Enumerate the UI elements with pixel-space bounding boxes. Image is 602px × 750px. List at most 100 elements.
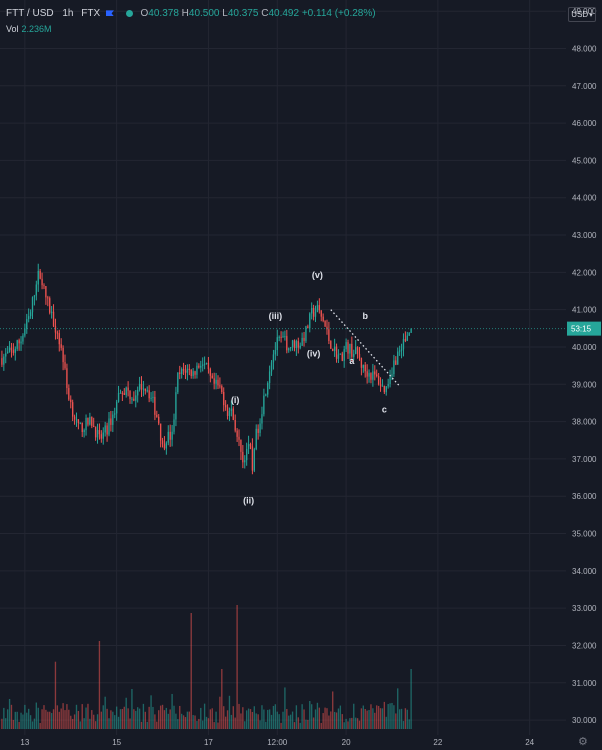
volume-bar <box>180 713 183 729</box>
volume-bar <box>364 708 366 729</box>
volume-bar <box>91 710 93 729</box>
volume-bar <box>75 704 78 729</box>
candle-body <box>43 285 45 287</box>
symbol-name[interactable]: FTT / USD <box>6 8 54 19</box>
candle-body <box>368 373 370 377</box>
volume-bar <box>146 721 148 729</box>
candle-body <box>404 339 407 341</box>
volume-bar <box>257 714 259 729</box>
candle-body <box>60 344 62 348</box>
volume-bar <box>6 709 9 729</box>
volume-bar <box>10 704 13 729</box>
volume-bar <box>362 705 364 729</box>
volume-bar <box>43 705 45 729</box>
candle-body <box>190 369 192 376</box>
candle-body <box>41 278 43 286</box>
volume-bar <box>288 715 290 729</box>
high-value: 40.500 <box>188 8 220 19</box>
volume-bar <box>311 704 313 729</box>
volume-bar <box>370 704 372 729</box>
volume-bar <box>119 709 122 729</box>
volume-bar <box>263 709 265 729</box>
currency-button[interactable]: USD <box>568 7 596 22</box>
last-price-marker: 53:15 <box>0 321 601 336</box>
volume-bar <box>121 709 124 729</box>
volume-bar <box>259 720 261 729</box>
volume-bar <box>397 688 399 729</box>
candle-body <box>8 347 11 352</box>
candle-body <box>282 336 284 338</box>
volume-bar <box>337 708 340 729</box>
candle-body <box>66 368 68 389</box>
candle-body <box>135 395 137 401</box>
candle-body <box>353 353 355 357</box>
volume-bar <box>385 716 387 729</box>
candle-body <box>140 383 143 390</box>
candle-body <box>180 369 183 374</box>
candle-body <box>291 340 294 348</box>
candle-body <box>1 358 3 365</box>
interval[interactable]: 1h <box>62 8 74 19</box>
volume-bar <box>240 713 242 729</box>
volume-bar <box>219 696 221 729</box>
exchange: FTX <box>81 8 101 19</box>
candle-body <box>335 346 338 359</box>
volume-bar <box>196 721 198 729</box>
volume-bar <box>207 718 210 729</box>
candle-body <box>259 423 261 433</box>
candle-body <box>268 371 271 384</box>
candle-body <box>330 340 332 349</box>
candle-body <box>188 368 190 370</box>
volume-bar <box>410 669 412 729</box>
volume-bar <box>161 704 164 729</box>
candle-body <box>62 347 64 363</box>
volume-bars <box>1 605 412 729</box>
candle-body <box>110 418 112 425</box>
candle-body <box>16 340 18 349</box>
candle-body <box>131 398 133 400</box>
volume-bar <box>24 704 26 729</box>
volume-bar <box>326 708 328 729</box>
candle-body <box>14 348 16 353</box>
volume-bar <box>117 716 120 729</box>
volume-bar <box>282 711 284 729</box>
volume-bar <box>98 641 101 729</box>
candle-body <box>39 270 41 279</box>
volume-bar <box>312 717 315 729</box>
wave-label: b <box>362 311 368 321</box>
volume-bar <box>96 714 99 729</box>
price-tick-label: 40.000 <box>572 343 597 352</box>
volume-label: Vol <box>6 24 19 34</box>
volume-legend: Vol 2.236M <box>6 24 52 34</box>
volume-bar <box>372 708 374 729</box>
candle-body <box>119 392 122 394</box>
candle-body <box>70 399 72 403</box>
volume-bar <box>297 717 299 729</box>
candle-body <box>379 384 382 387</box>
volume-bar <box>100 711 103 729</box>
candle-body <box>24 328 26 336</box>
candle-body <box>223 392 225 406</box>
volume-bar <box>280 722 282 729</box>
volume-bar <box>87 703 89 729</box>
candle-body <box>244 460 246 463</box>
volume-bar <box>318 707 321 729</box>
candle-body <box>410 328 412 333</box>
gear-icon[interactable]: ⚙ <box>578 736 588 748</box>
volume-bar <box>138 708 141 729</box>
candle-body <box>56 332 59 334</box>
candle-body <box>71 402 74 417</box>
candle-body <box>295 341 298 349</box>
volume-bar <box>242 707 244 729</box>
volume-bar <box>353 703 355 729</box>
volume-bar <box>77 710 80 729</box>
volume-bar <box>175 713 177 729</box>
candle-body <box>28 316 30 320</box>
volume-bar <box>291 711 294 729</box>
volume-bar <box>339 705 342 729</box>
candle-body <box>385 386 387 393</box>
candle-body <box>58 333 60 345</box>
volume-bar <box>115 706 118 729</box>
price-axis-panel[interactable] <box>566 0 602 735</box>
